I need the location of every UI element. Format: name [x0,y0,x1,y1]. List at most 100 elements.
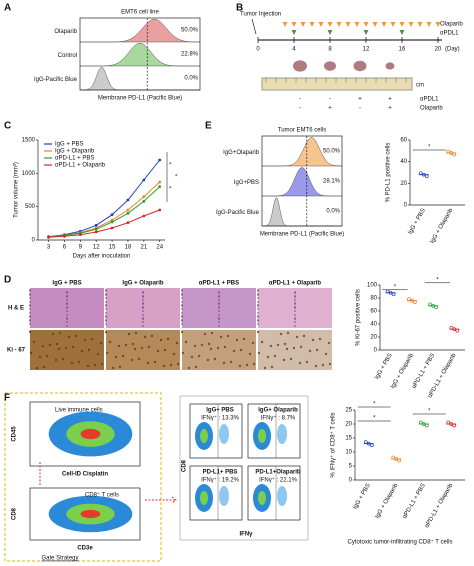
cell [318,337,322,341]
cell [29,316,31,318]
stat-label: IFNγ⁺ : 22.1% [259,477,298,484]
cell [257,301,259,303]
significance: * [373,416,376,422]
cell [242,337,246,341]
label: Tumor Injection [240,12,281,18]
cell [142,307,144,309]
y-tick-label: 0 [349,478,353,484]
cell [117,344,121,348]
cell [292,346,296,350]
sign: - [299,106,301,112]
cell [223,345,227,349]
day-label: 20 [435,47,442,53]
cell [29,320,31,322]
cell [83,338,87,342]
density [258,429,266,443]
percent-label: 22.8% [181,52,199,58]
cell [181,320,183,322]
point [158,185,162,189]
cell [218,296,220,298]
olaparib-dose [381,22,387,27]
cell [263,366,267,370]
significance: * [175,175,178,181]
cell [105,323,107,325]
cell [283,342,287,346]
cell [66,292,68,294]
cell [66,299,68,301]
cell [66,303,68,305]
legend-label: αPD-L1 + Olaparib [55,163,106,169]
cell [114,355,118,359]
series-line [48,159,161,238]
panel-label: C [4,121,11,132]
cell [256,330,260,334]
apdl1-dose [363,30,369,35]
ki67-image [30,330,104,370]
cell [218,314,220,316]
y-tick-label: 1000 [22,171,36,177]
point [63,234,66,238]
cell [197,354,201,358]
cell [156,349,160,353]
cell [142,314,144,316]
plot-frame [189,465,243,521]
cell [29,301,31,303]
series-line [48,186,161,238]
cell [257,323,259,325]
cell [87,348,91,352]
cell [257,290,259,292]
cell [213,357,217,361]
axis-label: CD45 [12,426,18,442]
row-label: IgG+PBS [234,180,259,186]
cell [64,346,68,350]
cell [200,343,204,347]
cell [294,292,296,294]
cell [184,340,188,344]
cell [142,318,144,320]
olaparib-dose [300,22,306,27]
cell [159,338,163,342]
panel-title: EMT6 cell line [121,10,159,16]
cell [207,342,211,346]
cell [226,334,230,338]
cell [66,314,68,316]
cell [238,364,242,368]
density [219,486,229,506]
y-axis-label: % PD-L1 positive cells [386,143,392,203]
cell [286,331,290,335]
cell [105,301,107,303]
cell [308,349,312,353]
cell [105,294,107,296]
cell [257,312,259,314]
y-tick-label: 60 [370,309,377,315]
panel-label: B [236,3,243,14]
gate-label: CD8⁺ T cells [85,492,119,499]
point [47,235,50,239]
cell [74,334,78,338]
cell [294,325,296,327]
cell [209,347,213,351]
row-label: IgG+Olaparib [223,150,260,156]
panel-label: A [4,3,11,14]
sign: + [358,97,362,103]
y-tick-label: 60 [400,138,407,144]
legend-label: IgG + Olaparib [55,149,95,155]
legend-label: αPDL1 [440,31,459,37]
ruler [261,77,413,91]
percent-label: 28.1% [323,179,341,185]
axis-label: CD8 [182,459,188,472]
panel-label: F [4,393,10,404]
sign: + [328,106,332,112]
cell [239,348,243,352]
sign: - [299,97,301,103]
olaparib-dose [372,22,378,27]
cell [218,325,220,327]
cell [219,335,223,339]
density [258,491,266,505]
cell [29,351,33,355]
cell [311,338,315,342]
y-tick-label: 10 [345,450,352,456]
olaparib-dose [327,22,333,27]
point [110,218,114,222]
cell [105,316,107,318]
